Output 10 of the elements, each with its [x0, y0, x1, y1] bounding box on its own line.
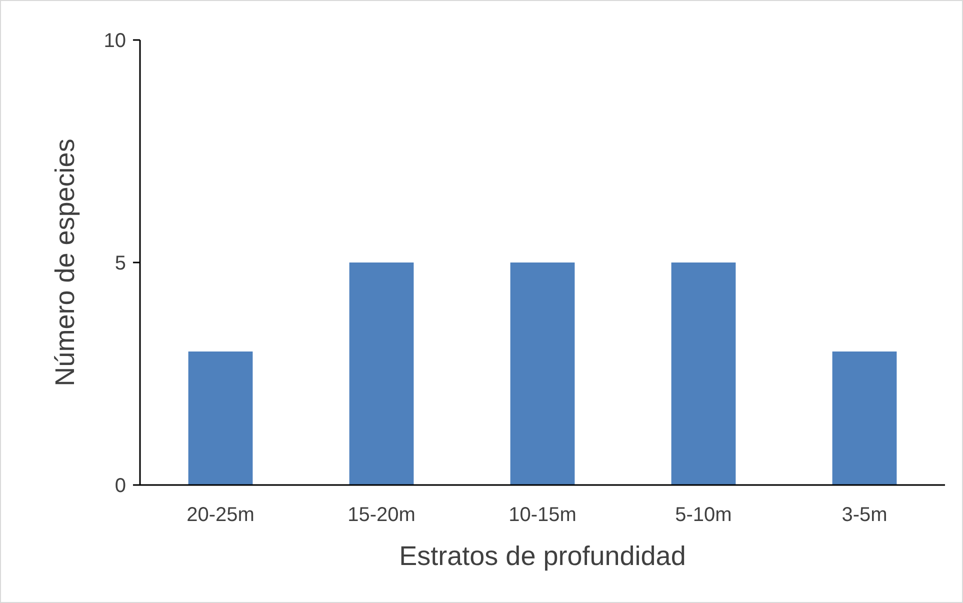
y-axis-title: Número de especies — [50, 138, 80, 386]
y-tick-label: 0 — [114, 475, 126, 497]
x-tick-label: 10-15m — [508, 504, 576, 526]
x-tick-label: 15-20m — [348, 504, 416, 526]
x-tick-label: 3-5m — [842, 504, 888, 526]
x-axis-title: Estratos de profundidad — [399, 541, 686, 571]
y-tick-label: 10 — [104, 30, 126, 52]
x-tick-label: 5-10m — [675, 504, 732, 526]
y-tick-label: 5 — [114, 252, 126, 274]
x-tick-label: 20-25m — [186, 504, 254, 526]
